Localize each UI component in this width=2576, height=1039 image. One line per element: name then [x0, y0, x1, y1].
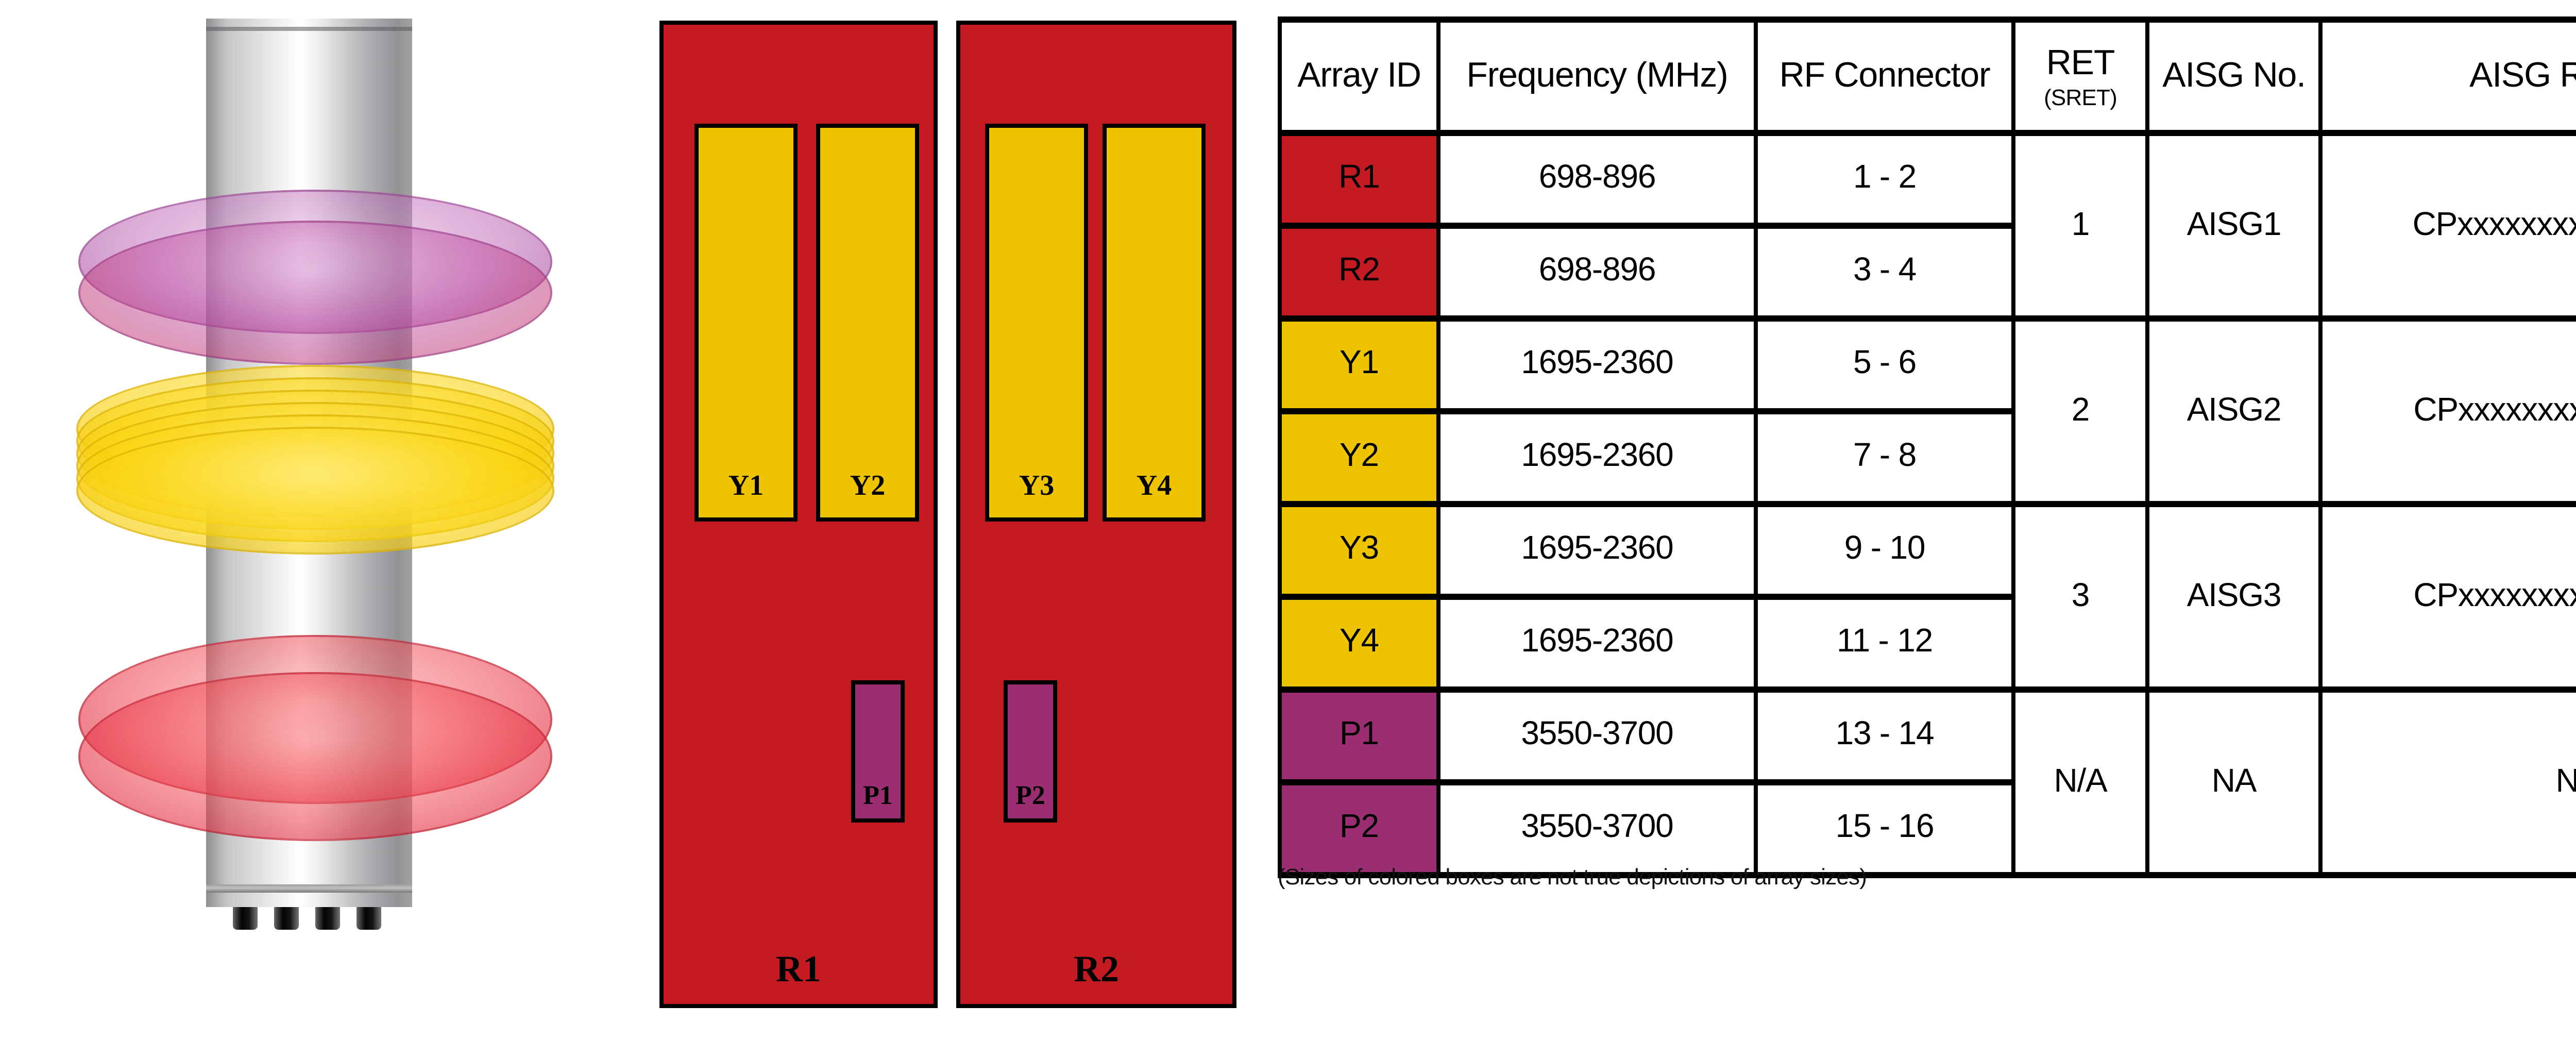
cell-ret: 1	[2011, 130, 2149, 322]
table-row: Y1 1695-2360 5 - 6 2 AISG2 CPxxxxxxxxxxx…	[1278, 315, 2576, 507]
cell-array-id: Y1	[1278, 315, 1440, 414]
ret-header-main: RET	[2046, 42, 2115, 81]
array-box-p1: P1	[851, 680, 905, 823]
array-box-p2: P2	[1004, 680, 1057, 823]
beam-disc-red	[78, 672, 552, 841]
cell-rf-connector: 11 - 12	[1754, 594, 2015, 693]
cell-rf-connector: 7 - 8	[1754, 408, 2015, 507]
cell-array-id: P1	[1278, 686, 1440, 785]
rf-port-table: Array ID Frequency (MHz) RF Connector RE…	[1278, 16, 2576, 878]
cell-array-id: Y4	[1278, 594, 1440, 693]
cell-aisg-ret-uid: CPxxxxxxxxxxxxxxxxY1	[2318, 315, 2576, 507]
panel-label: R1	[776, 948, 821, 990]
array-box-y1: Y1	[694, 124, 798, 522]
cell-array-id: Y3	[1278, 501, 1440, 600]
cell-frequency: 1695-2360	[1436, 315, 1758, 414]
cell-aisg-no: AISG2	[2145, 315, 2323, 507]
cell-rf-connector: 1 - 2	[1754, 130, 2015, 229]
col-header-array-id: Array ID	[1278, 16, 1440, 136]
table-row: Y4 1695-2360 11 - 12	[1278, 594, 2576, 693]
array-box-y3: Y3	[985, 124, 1088, 522]
table-header-row: Array ID Frequency (MHz) RF Connector RE…	[1278, 16, 2576, 136]
cell-array-id: R1	[1278, 130, 1440, 229]
cell-aisg-ret-uid: N/A	[2318, 686, 2576, 878]
col-header-ret: RET (SRET)	[2011, 16, 2149, 136]
cell-ret: 3	[2011, 501, 2149, 693]
array-box-label: P2	[1015, 779, 1045, 810]
panel-label: R2	[1074, 948, 1119, 990]
cell-frequency: 1695-2360	[1436, 594, 1758, 693]
cell-aisg-no: NA	[2145, 686, 2323, 878]
antenna-connector-stud	[357, 907, 381, 930]
col-header-aisg-no: AISG No.	[2145, 16, 2323, 136]
cell-rf-connector: 13 - 14	[1754, 686, 2015, 785]
table-row: R2 698-896 3 - 4	[1278, 223, 2576, 322]
cell-frequency: 698-896	[1436, 223, 1758, 322]
table-row: Y3 1695-2360 9 - 10 3 AISG3 CPxxxxxxxxxx…	[1278, 501, 2576, 693]
beam-disc-purple	[78, 221, 552, 365]
table-row: P2 3550-3700 15 - 16	[1278, 779, 2576, 878]
table-row: Y2 1695-2360 7 - 8	[1278, 408, 2576, 507]
cell-rf-connector: 15 - 16	[1754, 779, 2015, 878]
col-header-frequency: Frequency (MHz)	[1436, 16, 1758, 136]
cell-aisg-no: AISG3	[2145, 501, 2323, 693]
array-box-label: Y1	[728, 472, 764, 503]
table-row: R1 698-896 1 - 2 1 AISG1 CPxxxxxxxxxxxxx…	[1278, 130, 2576, 322]
array-box-label: Y4	[1136, 472, 1172, 503]
col-header-aisg-ret-uid: AISG RET UID	[2318, 16, 2576, 136]
antenna-connector-stud	[274, 907, 299, 930]
array-box-label: Y3	[1019, 472, 1055, 503]
cell-frequency: 1695-2360	[1436, 408, 1758, 507]
array-panel-r2: Y3 Y4 P2 R2	[956, 21, 1236, 1008]
cell-rf-connector: 9 - 10	[1754, 501, 2015, 600]
array-box-label: P1	[863, 779, 893, 810]
col-header-rf-connector: RF Connector	[1754, 16, 2015, 136]
cell-aisg-no: AISG1	[2145, 130, 2323, 322]
cell-array-id: R2	[1278, 223, 1440, 322]
cell-frequency: 3550-3700	[1436, 686, 1758, 785]
footnote-text: (Sizes of colored boxes are not true dep…	[1278, 866, 1867, 891]
antenna-connector-stud	[233, 907, 258, 930]
cell-frequency: 3550-3700	[1436, 779, 1758, 878]
array-box-label: Y2	[850, 472, 886, 503]
antenna-illustration	[0, 0, 639, 1039]
array-box-y2: Y2	[816, 124, 919, 522]
table-row: P1 3550-3700 13 - 14 N/A NA N/A	[1278, 686, 2576, 878]
antenna-connector-stud	[315, 907, 340, 930]
cell-rf-connector: 3 - 4	[1754, 223, 2015, 322]
cell-array-id: Y2	[1278, 408, 1440, 507]
cylinder-bottom-seam	[206, 884, 412, 893]
cylinder-top-seam	[206, 27, 412, 31]
cell-ret: 2	[2011, 315, 2149, 507]
ret-header-sub: (SRET)	[2044, 86, 2117, 110]
cell-frequency: 698-896	[1436, 130, 1758, 229]
cell-aisg-ret-uid: CPxxxxxxxxxxxxxxxxR1	[2318, 130, 2576, 322]
cell-aisg-ret-uid: CPxxxxxxxxxxxxxxxxY3	[2318, 501, 2576, 693]
cell-frequency: 1695-2360	[1436, 501, 1758, 600]
cell-array-id: P2	[1278, 779, 1440, 878]
array-box-y4: Y4	[1103, 124, 1206, 522]
cell-rf-connector: 5 - 6	[1754, 315, 2015, 414]
array-panel-r1: Y1 Y2 P1 R1	[659, 21, 938, 1008]
cell-ret: N/A	[2011, 686, 2149, 878]
beam-disc-yellow	[76, 427, 554, 555]
